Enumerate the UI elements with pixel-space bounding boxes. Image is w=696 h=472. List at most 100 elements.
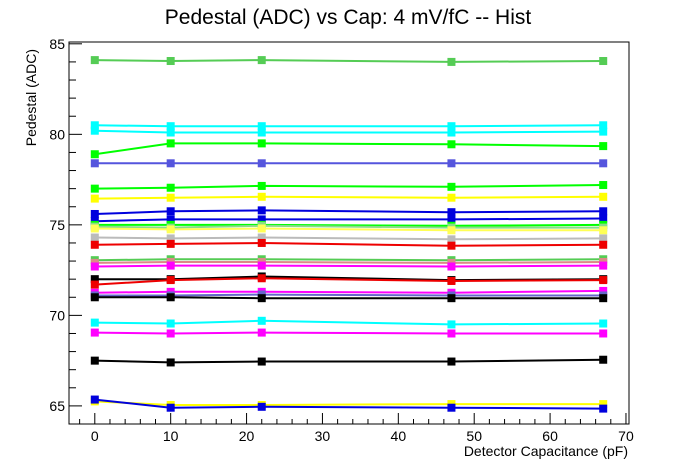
data-point	[447, 276, 456, 285]
data-point	[599, 181, 608, 190]
data-point	[447, 215, 456, 224]
series-26	[90, 395, 608, 413]
data-point	[447, 208, 456, 217]
y-tick-label: 75	[49, 217, 65, 233]
y-tick-label: 80	[49, 126, 65, 142]
data-point	[599, 294, 608, 303]
data-point	[90, 293, 99, 302]
x-axis-label: Detector Capacitance (pF)	[464, 443, 628, 459]
data-point	[257, 128, 266, 137]
data-point	[257, 238, 266, 247]
x-tick-label: 10	[163, 428, 179, 444]
plot-frame	[68, 41, 630, 425]
data-point	[257, 316, 266, 325]
data-point	[166, 159, 175, 168]
data-point	[599, 121, 608, 130]
data-point	[599, 261, 608, 270]
x-tick-label: 40	[391, 428, 407, 444]
data-point	[257, 224, 266, 233]
data-point	[90, 150, 99, 159]
series-11	[90, 224, 608, 235]
data-point	[447, 241, 456, 250]
data-point	[166, 239, 175, 248]
data-point	[166, 193, 175, 202]
data-point	[447, 329, 456, 338]
data-point	[599, 329, 608, 338]
data-point	[166, 128, 175, 137]
data-point	[166, 139, 175, 148]
data-point	[447, 140, 456, 149]
data-point	[257, 181, 266, 190]
data-point	[447, 128, 456, 137]
data-point	[166, 293, 175, 302]
data-point	[599, 240, 608, 249]
data-point	[90, 262, 99, 271]
data-point	[90, 194, 99, 203]
data-point	[166, 261, 175, 270]
x-axis: 0 10 20 30 40 50 60 70	[79, 413, 634, 444]
y-axis-label: Pedestal (ADC)	[23, 49, 39, 146]
series-18	[90, 274, 608, 289]
data-point	[166, 276, 175, 285]
series-22	[90, 316, 608, 329]
data-point	[166, 403, 175, 412]
data-point	[90, 240, 99, 249]
series-24	[90, 355, 608, 367]
data-point	[447, 193, 456, 202]
series-21	[90, 293, 608, 303]
data-point	[257, 206, 266, 215]
data-point	[257, 215, 266, 224]
series-1	[90, 121, 608, 131]
data-point	[599, 207, 608, 216]
data-point	[166, 215, 175, 224]
x-tick-label: 30	[315, 428, 331, 444]
data-point	[90, 224, 99, 233]
series-4	[90, 159, 608, 168]
data-point	[257, 294, 266, 303]
chart-title: Pedestal (ADC) vs Cap: 4 mV/fC -- Hist	[165, 6, 532, 29]
series-layer	[90, 56, 608, 413]
x-tick-label: 50	[466, 428, 482, 444]
data-point	[90, 184, 99, 193]
data-point	[90, 121, 99, 130]
data-point	[166, 57, 175, 66]
data-point	[90, 328, 99, 337]
data-point	[90, 280, 99, 289]
data-point	[90, 159, 99, 168]
data-point	[447, 320, 456, 329]
data-point	[90, 356, 99, 365]
data-point	[599, 57, 608, 66]
y-tick-label: 65	[49, 398, 65, 414]
series-6	[90, 192, 608, 203]
data-point	[257, 139, 266, 148]
data-point	[447, 357, 456, 366]
data-point	[599, 142, 608, 151]
data-point	[257, 357, 266, 366]
y-tick-label: 70	[49, 307, 65, 323]
data-point	[447, 122, 456, 131]
data-point	[166, 122, 175, 131]
data-point	[166, 234, 175, 243]
series-0	[90, 56, 608, 66]
data-point	[599, 319, 608, 328]
data-point	[90, 126, 99, 135]
x-tick-label: 60	[542, 428, 558, 444]
data-point	[599, 400, 608, 409]
data-point	[447, 182, 456, 191]
data-point	[257, 402, 266, 411]
data-point	[257, 192, 266, 201]
data-point	[90, 318, 99, 327]
data-point	[90, 395, 99, 404]
data-point	[166, 319, 175, 328]
series-2	[90, 126, 608, 137]
data-point	[599, 355, 608, 364]
series-7	[90, 206, 608, 218]
data-point	[90, 209, 99, 218]
data-point	[166, 207, 175, 216]
data-point	[599, 159, 608, 168]
series-13	[90, 238, 608, 250]
data-point	[599, 127, 608, 136]
data-point	[90, 233, 99, 242]
series-3	[90, 139, 608, 159]
data-point	[447, 226, 456, 235]
